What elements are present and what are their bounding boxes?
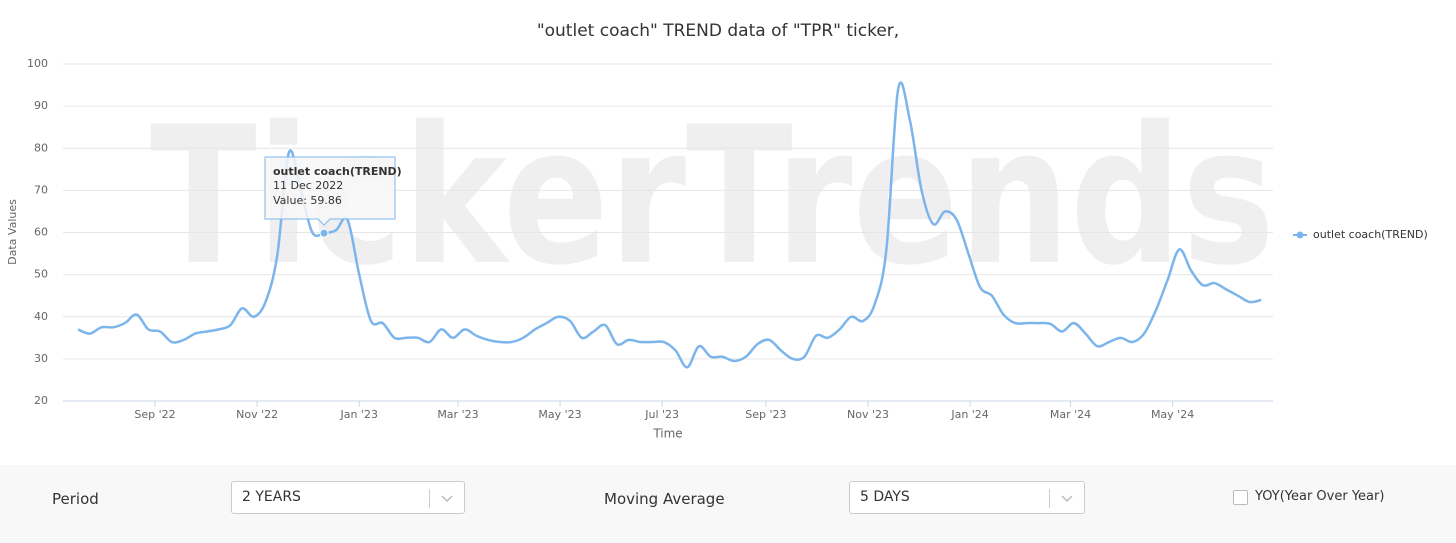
- x-tick-label: May '24: [1151, 408, 1194, 421]
- period-select[interactable]: 2 YEARS: [231, 481, 465, 514]
- legend-label: outlet coach(TREND): [1313, 228, 1428, 241]
- y-tick-label: 80: [34, 141, 48, 154]
- y-tick-label: 50: [34, 268, 48, 281]
- x-tick-label: May '23: [538, 408, 581, 421]
- hover-point: [319, 228, 329, 238]
- yoy-checkbox[interactable]: [1233, 490, 1248, 505]
- tooltip: outlet coach(TREND)11 Dec 2022 Value: 59.…: [264, 156, 402, 226]
- controls-bar: Period 2 YEARS Moving Average 5 DAYS YOY…: [0, 465, 1456, 543]
- x-tick-label: Jan '23: [339, 408, 377, 421]
- x-tick-label: Sep '22: [134, 408, 175, 421]
- period-label: Period: [52, 490, 99, 508]
- y-tick-label: 40: [34, 310, 48, 323]
- yoy-label: YOY(Year Over Year): [1255, 489, 1385, 504]
- y-tick-label: 100: [27, 57, 48, 70]
- data-line: [77, 81, 1262, 369]
- period-value: 2 YEARS: [242, 489, 301, 505]
- y-tick-label: 20: [34, 394, 48, 407]
- x-tick-label: Jul '23: [644, 408, 679, 421]
- x-tick-label: Jan '24: [950, 408, 988, 421]
- moving-average-select[interactable]: 5 DAYS: [849, 481, 1085, 514]
- tooltip-date: 11 Dec 2022: [273, 179, 343, 192]
- y-tick-label: 60: [34, 226, 48, 239]
- legend-marker: [1296, 231, 1304, 239]
- chart-title: "outlet coach" TREND data of "TPR" ticke…: [537, 21, 899, 41]
- x-tick-label: Mar '24: [1050, 408, 1091, 421]
- tooltip-value: Value: 59.86: [273, 194, 342, 207]
- moving-average-label: Moving Average: [604, 490, 725, 508]
- chart: TickerTrends "outlet coach" TREND data o…: [6, 21, 1428, 441]
- y-axis-title: Data Values: [6, 199, 19, 265]
- tooltip-box: [264, 156, 396, 226]
- moving-average-value: 5 DAYS: [860, 489, 910, 505]
- x-tick-label: Nov '22: [236, 408, 278, 421]
- y-tick-label: 70: [34, 183, 48, 196]
- x-tick-label: Mar '23: [437, 408, 478, 421]
- x-tick-label: Nov '23: [847, 408, 889, 421]
- y-tick-label: 90: [34, 99, 48, 112]
- tooltip-series: outlet coach(TREND): [273, 165, 402, 178]
- plot: 20 30 40 50 60 70 80 90 100 Sep '22 Nov '22 Jan '23…: [27, 57, 1428, 421]
- x-tick-label: Sep '23: [745, 408, 786, 421]
- x-axis-title: Time: [652, 427, 682, 441]
- y-tick-label: 30: [34, 352, 48, 365]
